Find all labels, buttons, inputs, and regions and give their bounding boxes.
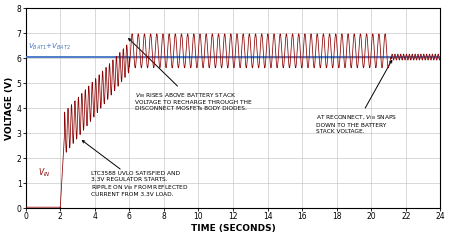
Text: $V_{IN}$ RISES ABOVE BATTERY STACK
VOLTAGE TO RECHARGE THROUGH THE
DISCONNECT MO: $V_{IN}$ RISES ABOVE BATTERY STACK VOLTA… bbox=[129, 39, 251, 111]
Text: $V_{IN}$: $V_{IN}$ bbox=[38, 167, 50, 179]
Y-axis label: VOLTAGE (V): VOLTAGE (V) bbox=[5, 77, 14, 140]
X-axis label: TIME (SECONDS): TIME (SECONDS) bbox=[191, 224, 275, 233]
Text: $V_{BAT1}$+$V_{BAT2}$: $V_{BAT1}$+$V_{BAT2}$ bbox=[28, 42, 71, 52]
Text: LTC3588 UVLO SATISFIED AND
3.3V REGULATOR STARTS.
RIPPLE ON $V_{IN}$ FROM REFLEC: LTC3588 UVLO SATISFIED AND 3.3V REGULATO… bbox=[82, 141, 189, 198]
Text: AT RECONNECT, $V_{IN}$ SNAPS
DOWN TO THE BATTERY
STACK VOLTAGE.: AT RECONNECT, $V_{IN}$ SNAPS DOWN TO THE… bbox=[316, 60, 397, 134]
